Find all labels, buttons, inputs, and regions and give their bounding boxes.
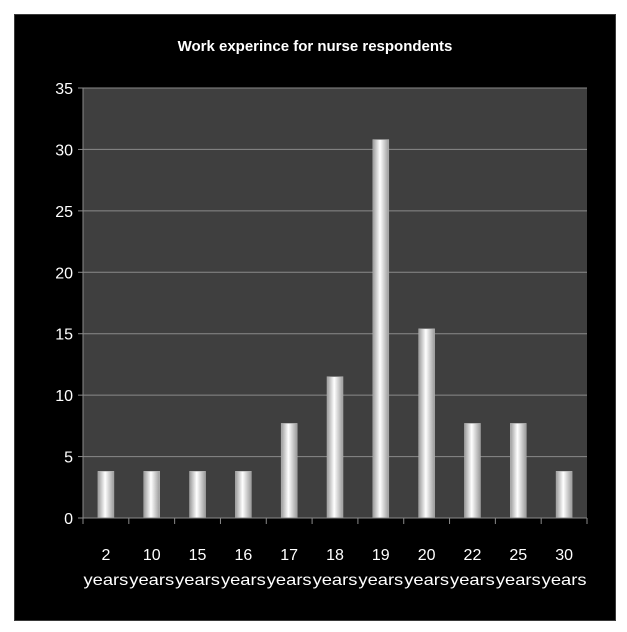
y-tick-label: 25 — [55, 204, 73, 221]
x-tick-label-number: 17 — [280, 547, 298, 564]
y-tick-label: 30 — [55, 142, 73, 159]
bar — [555, 471, 573, 519]
y-tick-label: 0 — [64, 511, 73, 528]
x-tick-label-number: 19 — [372, 547, 390, 564]
bar — [418, 328, 435, 519]
x-tick-label-number: 20 — [418, 547, 436, 564]
y-tick-label: 35 — [55, 81, 73, 98]
bar — [235, 471, 252, 519]
y-tick-label: 20 — [55, 265, 73, 282]
x-tick-label-number: 10 — [143, 547, 161, 564]
bar — [280, 423, 298, 519]
x-tick-label-number: 18 — [326, 547, 344, 564]
x-tick-label-unit: years — [221, 572, 266, 589]
bar-chart: Work experince for nurse respondents 0 5 1… — [55, 38, 588, 589]
bar — [510, 423, 527, 519]
bar — [464, 423, 481, 519]
bar — [326, 376, 344, 519]
bar — [143, 471, 160, 519]
x-tick-label-unit: years — [84, 572, 129, 589]
x-tick-label-number: 15 — [189, 547, 207, 564]
x-tick-label-unit: years — [450, 572, 495, 589]
x-tick-label-number: 25 — [509, 547, 527, 564]
x-axis: 2 years 10 years 15 years 16 years 17 years 18 year… — [82, 517, 588, 589]
y-tick-label: 5 — [64, 450, 73, 467]
x-tick-label-unit: years — [129, 572, 174, 589]
x-tick-label-unit: years — [267, 572, 312, 589]
x-tick-label-unit: years — [404, 572, 449, 589]
x-tick-label-number: 2 — [101, 547, 110, 564]
x-tick-label-unit: years — [358, 572, 403, 589]
y-tick-label: 10 — [55, 388, 73, 405]
bars — [97, 139, 573, 519]
x-tick-label-number: 30 — [555, 547, 573, 564]
y-tick-label: 15 — [55, 327, 73, 344]
x-tick-label-unit: years — [175, 572, 220, 589]
bar — [372, 139, 390, 519]
chart-frame: Work experince for nurse respondents 0 5 1… — [14, 14, 616, 621]
x-tick-label-number: 16 — [234, 547, 252, 564]
bar — [97, 471, 115, 519]
x-tick-label-unit: years — [313, 572, 358, 589]
bar — [189, 471, 206, 519]
chart-title: Work experince for nurse respondents — [178, 38, 453, 55]
x-tick-label-number: 22 — [464, 547, 482, 564]
x-tick-label-unit: years — [496, 572, 541, 589]
x-tick-label-unit: years — [542, 572, 587, 589]
y-axis: 0 5 10 15 20 25 30 35 — [55, 81, 84, 528]
